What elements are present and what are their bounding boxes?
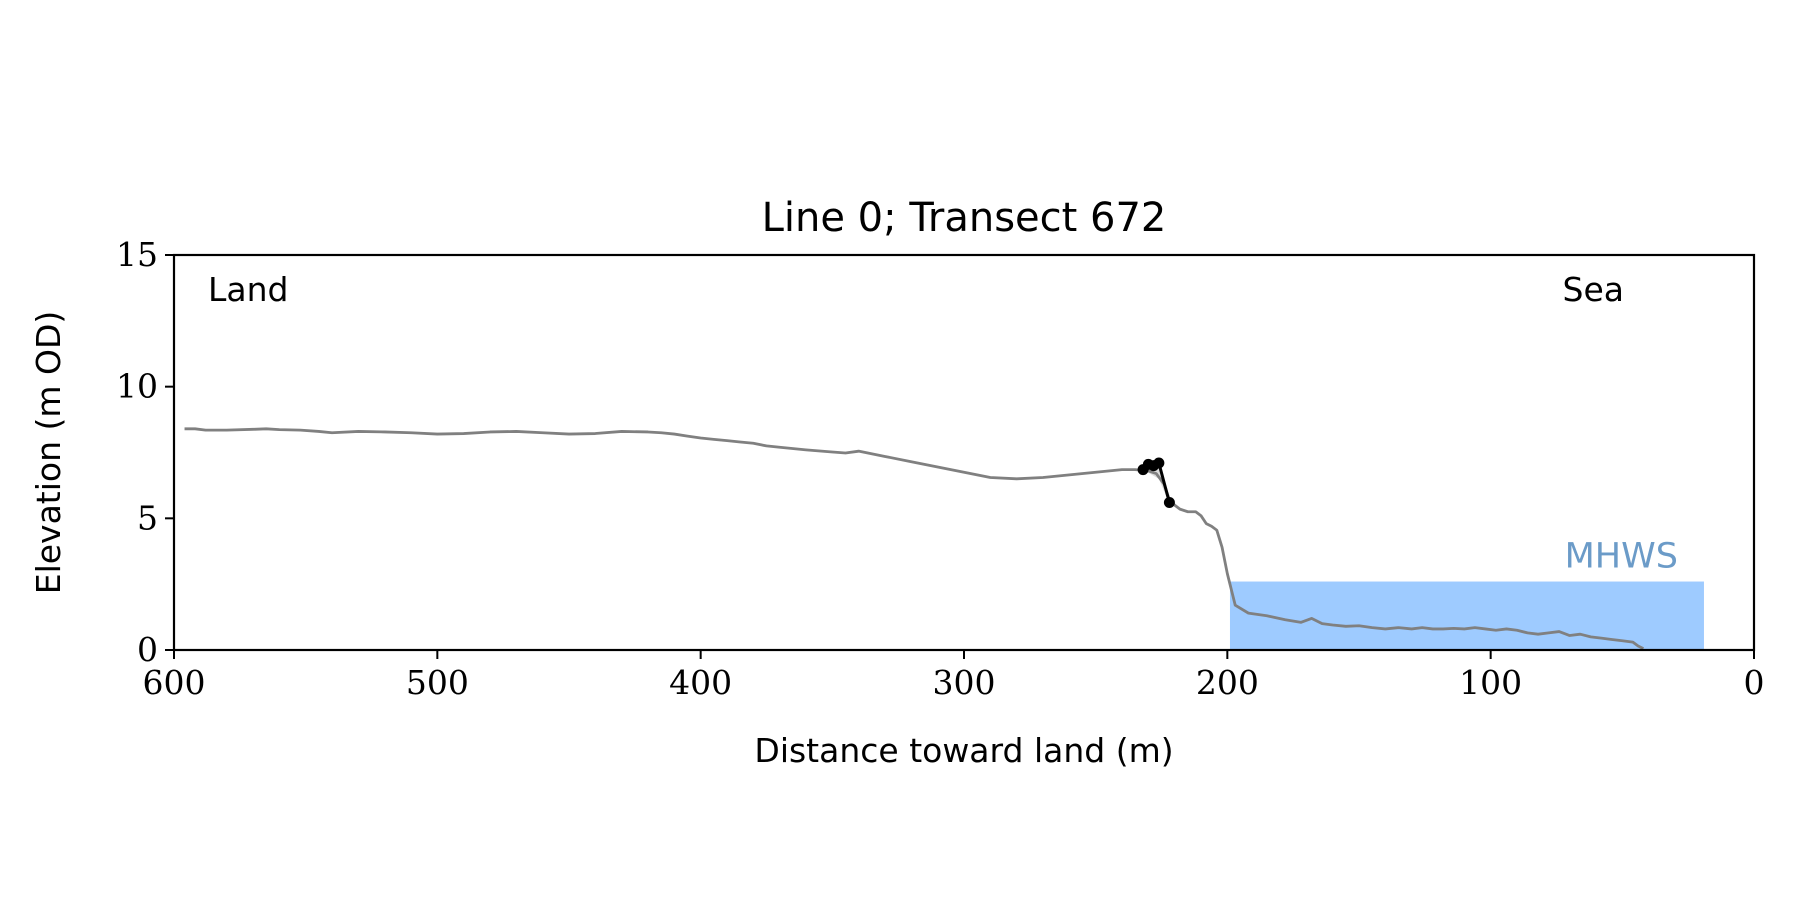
y-tick-label: 5: [137, 498, 158, 537]
y-axis-label: Elevation (m OD): [29, 311, 68, 595]
sea-annotation: Sea: [1563, 270, 1624, 309]
x-axis-label: Distance toward land (m): [754, 731, 1173, 770]
x-tick-label: 400: [669, 663, 732, 702]
x-tick-label: 300: [933, 663, 996, 702]
x-tick-label: 0: [1744, 663, 1765, 702]
x-tick-label: 500: [406, 663, 469, 702]
mhws-water-band: [1229, 581, 1704, 650]
x-tick-label: 200: [1196, 663, 1259, 702]
ticks-layer: 600 500 400 300 200 100 0 0 5 10 15: [116, 235, 1765, 702]
profile-line: [184, 427, 1645, 650]
x-tick-label: 100: [1459, 663, 1522, 702]
y-tick-label: 0: [137, 630, 158, 669]
fit-point: [1153, 457, 1165, 469]
fit-point: [1163, 497, 1175, 509]
series-layer: [184, 427, 1645, 650]
y-tick-label: 15: [116, 235, 158, 274]
y-tick-label: 10: [116, 367, 158, 406]
water-layer: [1229, 581, 1704, 650]
mhws-label: MHWS: [1565, 537, 1678, 577]
chart-title: Line 0; Transect 672: [762, 195, 1167, 241]
fit-area-fill: [1143, 463, 1170, 504]
land-annotation: Land: [208, 270, 288, 309]
x-tick-label: 600: [143, 663, 206, 702]
